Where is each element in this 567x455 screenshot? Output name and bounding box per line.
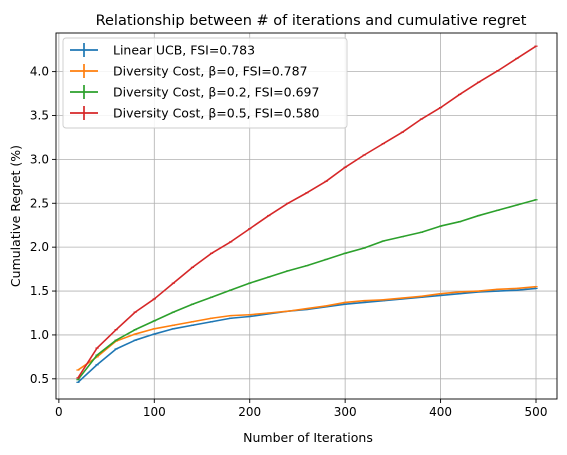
legend-box bbox=[62, 37, 348, 129]
series-layer bbox=[76, 45, 538, 383]
y-tick-label: 2.0 bbox=[30, 240, 49, 254]
series-2 bbox=[76, 198, 538, 381]
legend-entry: Diversity Cost, β=0.2, FSI=0.697 bbox=[70, 85, 319, 100]
legend-label: Diversity Cost, β=0.2, FSI=0.697 bbox=[113, 85, 319, 100]
legend-label: Diversity Cost, β=0.5, FSI=0.580 bbox=[113, 106, 319, 121]
y-tick-label: 2.5 bbox=[30, 196, 49, 210]
x-tick-label: 500 bbox=[525, 405, 548, 419]
plot-frame bbox=[55, 32, 558, 400]
legend-entry: Diversity Cost, β=0.5, FSI=0.580 bbox=[70, 106, 319, 121]
y-axis-label: Cumulative Regret (%) bbox=[8, 145, 23, 287]
ticks: 0 100 200 300 400 500 0.5 1.0 1.5 2.0 2.5 3.0 3.5 4.0 bbox=[30, 65, 548, 419]
x-tick-label: 400 bbox=[429, 405, 452, 419]
y-tick-label: 0.5 bbox=[30, 372, 49, 386]
y-tick-label: 3.0 bbox=[30, 152, 49, 166]
legend-label: Diversity Cost, β=0, FSI=0.787 bbox=[113, 64, 308, 79]
chart-title: Relationship between # of iterations and… bbox=[96, 13, 527, 29]
y-tick-label: 1.5 bbox=[30, 284, 49, 298]
legend-entry: Linear UCB, FSI=0.783 bbox=[70, 43, 255, 58]
x-tick-label: 300 bbox=[334, 405, 357, 419]
legend-entry: Diversity Cost, β=0, FSI=0.787 bbox=[70, 64, 308, 79]
x-tick-label: 0 bbox=[55, 405, 63, 419]
series-1 bbox=[76, 285, 538, 371]
x-tick-label: 100 bbox=[143, 405, 166, 419]
x-tick-label: 200 bbox=[238, 405, 261, 419]
series-0 bbox=[76, 287, 538, 383]
y-tick-label: 1.0 bbox=[30, 328, 49, 342]
series-3 bbox=[76, 45, 538, 379]
y-tick-label: 3.5 bbox=[30, 109, 49, 123]
x-axis-label: Number of Iterations bbox=[243, 430, 373, 445]
legend: Linear UCB, FSI=0.783 Diversity Cost, β=0… bbox=[62, 37, 348, 129]
y-tick-label: 4.0 bbox=[30, 65, 49, 79]
legend-label: Linear UCB, FSI=0.783 bbox=[113, 43, 255, 58]
